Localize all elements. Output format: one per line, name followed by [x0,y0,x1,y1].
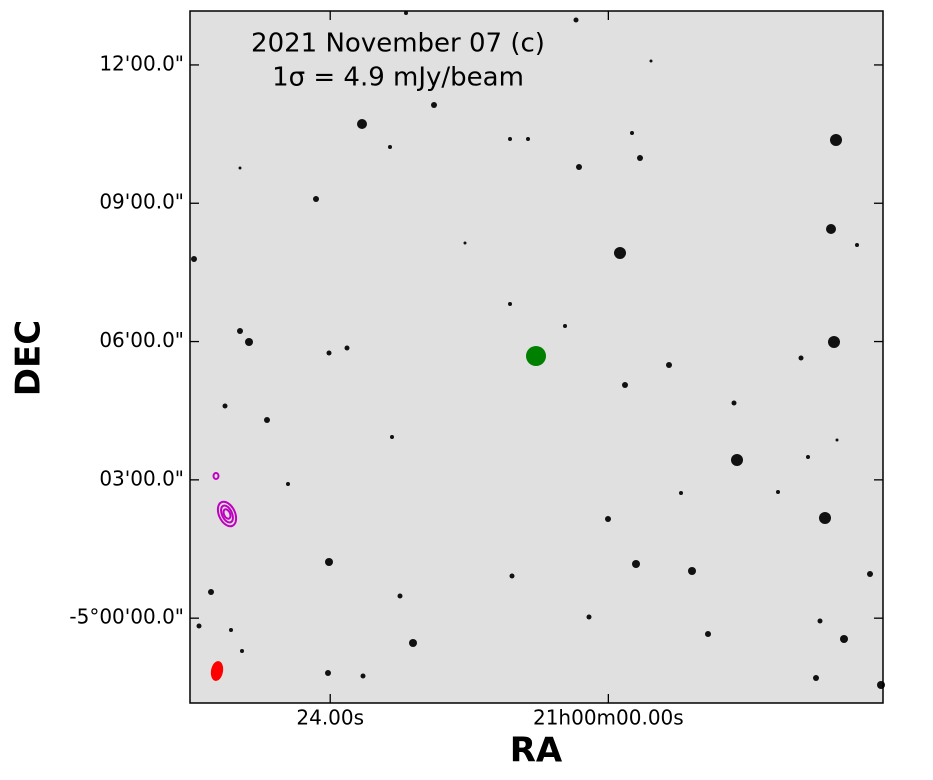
y-tick-label: -5°00'00.0" [69,605,184,629]
y-tick-label: 03'00.0" [99,466,184,490]
radio-contours [212,472,238,528]
source-marker [526,346,546,366]
y-tick-label: 12'00.0" [99,51,184,75]
chart-title: 2021 November 07 (c) [251,29,545,59]
y-axis-label: DEC [9,320,49,396]
x-tick-label: 24.00s [296,706,364,730]
beam [210,661,224,681]
y-tick-label: 06'00.0" [99,328,184,352]
chart-subtitle: 1σ = 4.9 mJy/beam [272,63,524,93]
x-tick-label: 21h00m00.00s [533,706,684,730]
x-axis-label: RA [510,731,563,771]
plot-frame [189,10,884,704]
stars [191,11,885,689]
y-tick-label: 09'00.0" [99,190,184,214]
